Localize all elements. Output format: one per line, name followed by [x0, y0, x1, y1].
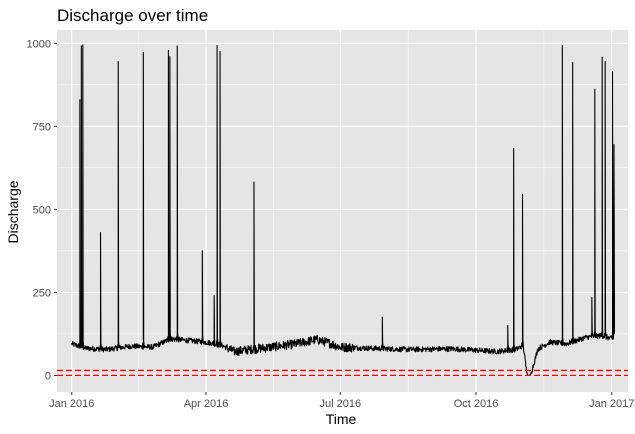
grid-minor: [57, 30, 628, 392]
y-axis: 0 250 500 750 1000: [27, 38, 57, 382]
y-axis-title: Discharge: [5, 180, 21, 243]
x-axis: Jan 2016 Apr 2016 Jul 2016 Oct 2016 Jan 2017: [49, 392, 634, 410]
x-tick-label: Oct 2016: [454, 398, 499, 410]
y-tick-label: 750: [33, 121, 51, 133]
chart-title: Discharge over time: [57, 6, 208, 25]
y-tick-label: 500: [33, 204, 51, 216]
x-tick-label: Jan 2017: [589, 398, 634, 410]
x-tick-label: Jul 2016: [319, 398, 361, 410]
y-tick-label: 1000: [27, 38, 51, 50]
y-tick-label: 0: [45, 370, 51, 382]
y-tick-label: 250: [33, 287, 51, 299]
reference-lines: [57, 369, 628, 377]
discharge-series-line: [71, 44, 616, 376]
x-tick-label: Apr 2016: [184, 398, 229, 410]
x-tick-label: Jan 2016: [49, 398, 94, 410]
grid-major: [57, 30, 628, 392]
series-layer: [71, 44, 616, 376]
x-axis-title: Time: [326, 411, 357, 427]
plot-panel: [57, 30, 628, 392]
